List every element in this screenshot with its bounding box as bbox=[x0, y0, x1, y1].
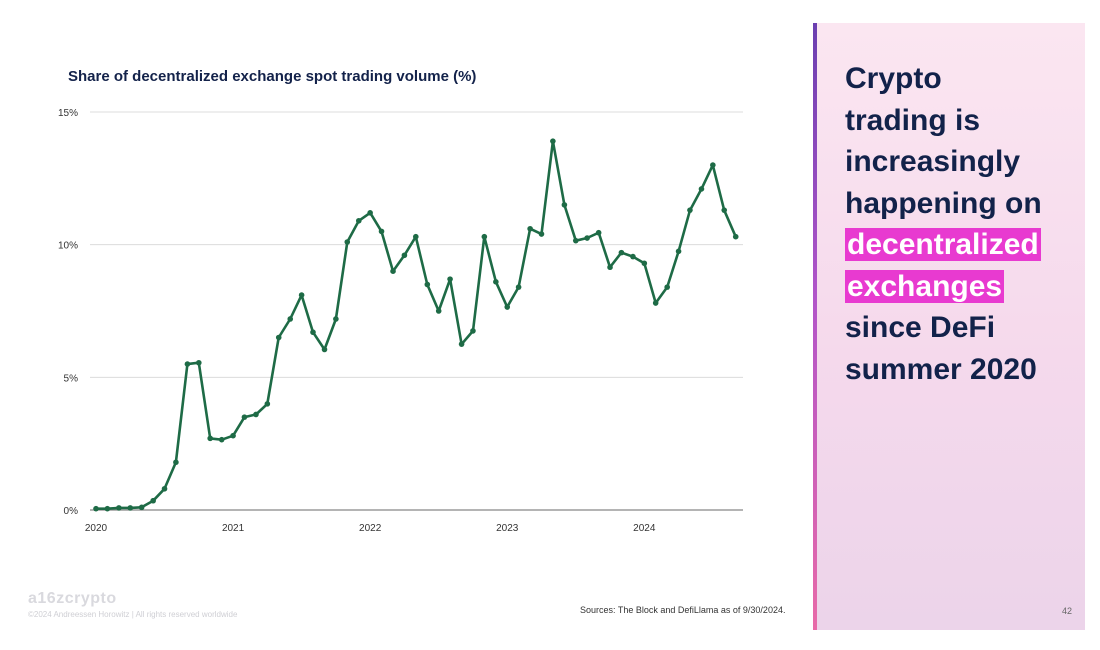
headline-line-2: trading is bbox=[845, 103, 981, 137]
data-point bbox=[412, 233, 419, 240]
data-point bbox=[355, 217, 362, 224]
data-point bbox=[675, 248, 682, 255]
headline-line-6: summer 2020 bbox=[845, 352, 1037, 386]
data-point bbox=[127, 505, 134, 511]
headline-line-5: since DeFi bbox=[845, 311, 996, 344]
data-point bbox=[607, 264, 613, 271]
data-point bbox=[595, 229, 602, 236]
headline: Crypto trading is increasingly happening… bbox=[845, 58, 1080, 390]
data-point bbox=[652, 300, 659, 306]
gridlines bbox=[90, 111, 743, 511]
x-tick-label: 2024 bbox=[633, 523, 656, 534]
side-panel bbox=[813, 23, 1085, 630]
y-tick-label: 0% bbox=[64, 506, 79, 517]
data-point bbox=[310, 329, 316, 336]
y-tick-label: 5% bbox=[64, 373, 79, 384]
data-point bbox=[161, 485, 168, 492]
data-point bbox=[721, 207, 728, 213]
chart-title: Share of decentralized exchange spot tra… bbox=[68, 68, 477, 85]
data-point bbox=[287, 316, 294, 322]
headline-highlight-1: decentralized bbox=[845, 228, 1041, 261]
side-panel-accent-bar bbox=[813, 23, 817, 630]
data-point bbox=[458, 341, 465, 347]
data-point bbox=[424, 281, 431, 288]
headline-line-1: Crypto bbox=[845, 62, 942, 95]
data-point bbox=[241, 414, 248, 420]
data-point bbox=[698, 186, 705, 192]
data-point bbox=[275, 334, 282, 341]
data-point bbox=[504, 304, 511, 310]
series-line bbox=[94, 139, 738, 511]
data-point bbox=[550, 138, 556, 144]
y-axis-ticks: 0% 5% 10% 15% bbox=[58, 108, 78, 517]
data-point bbox=[93, 505, 99, 512]
chart: 0% 5% 10% 15% 2020 2021 2022 2023 2024 bbox=[58, 108, 743, 534]
data-point bbox=[116, 505, 122, 511]
data-point bbox=[390, 268, 396, 275]
data-point bbox=[298, 292, 305, 298]
data-point bbox=[196, 359, 202, 366]
data-point bbox=[515, 284, 522, 290]
data-point bbox=[584, 235, 590, 241]
data-point bbox=[493, 279, 499, 285]
page-number: 42 bbox=[1062, 606, 1073, 616]
data-point bbox=[378, 228, 385, 235]
data-point bbox=[630, 253, 636, 260]
data-point bbox=[104, 505, 111, 512]
data-point bbox=[641, 260, 648, 267]
data-point bbox=[447, 276, 453, 282]
data-point bbox=[333, 316, 339, 322]
data-point bbox=[664, 284, 670, 290]
y-tick-label: 15% bbox=[58, 108, 78, 119]
data-point bbox=[207, 435, 213, 442]
data-point bbox=[218, 436, 225, 443]
y-tick-label: 10% bbox=[58, 241, 78, 252]
data-point bbox=[150, 497, 156, 504]
data-point bbox=[687, 207, 693, 213]
data-point bbox=[367, 210, 373, 216]
x-tick-label: 2022 bbox=[359, 523, 382, 534]
data-point bbox=[264, 401, 271, 407]
sources-note: Sources: The Block and DefiLlama as of 9… bbox=[580, 605, 786, 615]
data-point bbox=[435, 308, 442, 314]
data-point bbox=[173, 459, 179, 466]
data-point bbox=[481, 233, 488, 240]
copyright-text: ©2024 Andreessen Horowitz | All rights r… bbox=[28, 610, 238, 619]
data-point bbox=[230, 432, 236, 439]
data-point bbox=[138, 504, 145, 511]
data-point bbox=[253, 411, 259, 418]
headline-line-3: increasingly bbox=[845, 145, 1021, 178]
data-point bbox=[538, 231, 545, 237]
headline-highlight-2: exchanges bbox=[845, 269, 1005, 303]
data-point bbox=[527, 225, 533, 232]
data-point bbox=[470, 328, 476, 334]
a16zcrypto-logo: a16zcrypto bbox=[28, 590, 117, 607]
x-tick-label: 2023 bbox=[496, 523, 519, 534]
data-point bbox=[572, 237, 579, 244]
data-point bbox=[184, 361, 191, 367]
data-point bbox=[618, 249, 625, 256]
data-point bbox=[710, 162, 716, 168]
series-points bbox=[93, 138, 739, 512]
headline-line-4: happening on bbox=[845, 186, 1042, 220]
x-tick-label: 2020 bbox=[85, 523, 108, 534]
x-axis-ticks: 2020 2021 2022 2023 2024 bbox=[85, 523, 656, 534]
data-point bbox=[321, 346, 328, 353]
data-point bbox=[732, 233, 739, 240]
data-point bbox=[344, 239, 351, 245]
series-lines bbox=[94, 139, 738, 511]
x-tick-label: 2021 bbox=[222, 523, 245, 534]
data-point bbox=[561, 202, 568, 208]
data-point bbox=[401, 252, 408, 259]
